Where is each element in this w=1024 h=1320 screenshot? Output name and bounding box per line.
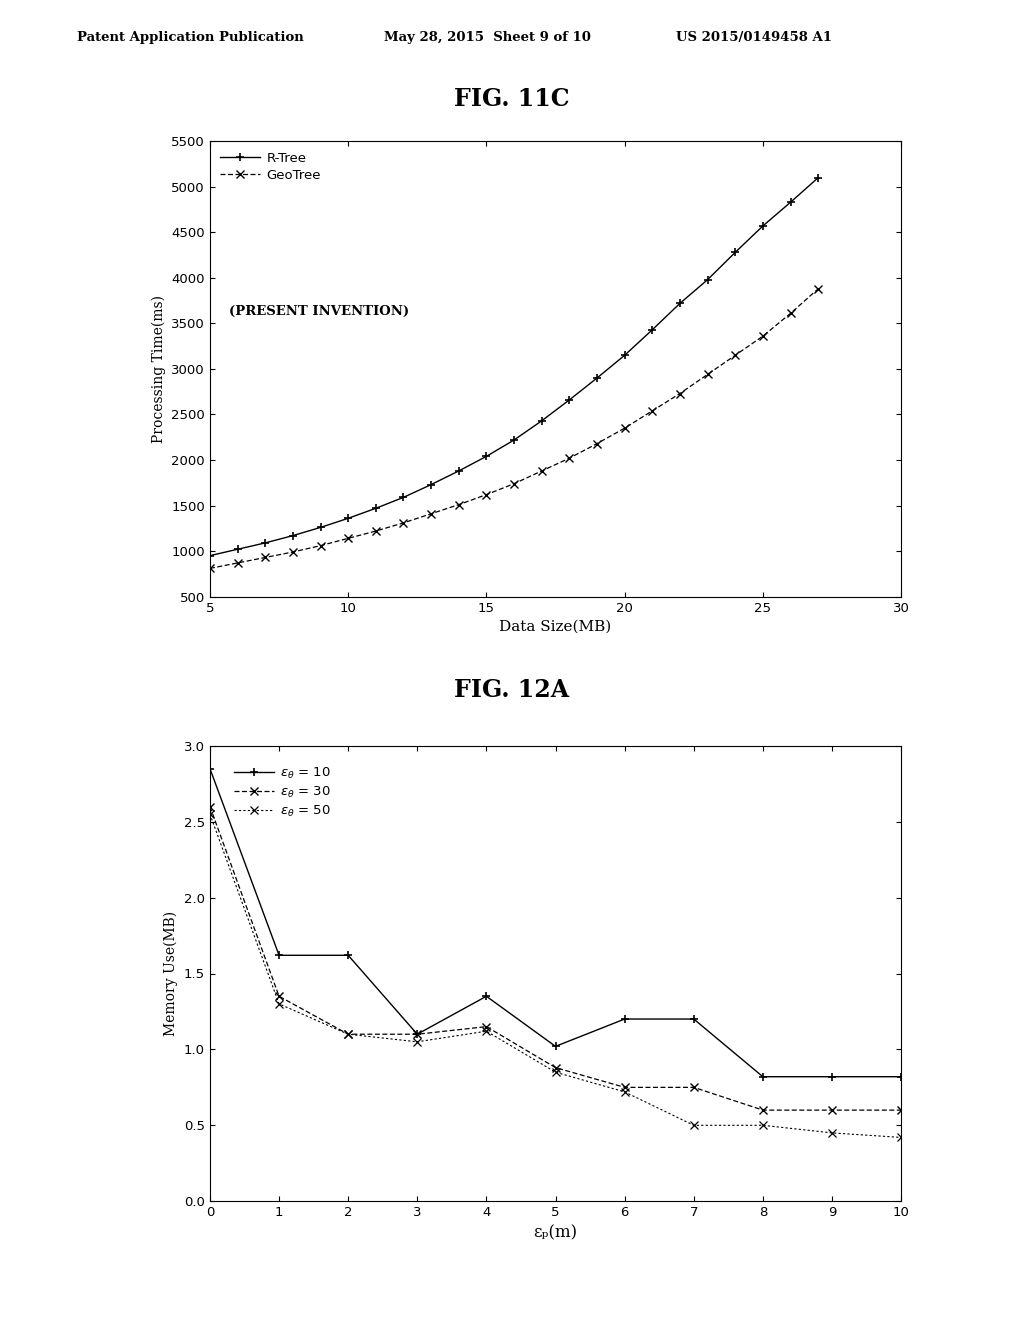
$\varepsilon_\theta$ = 30: [895, 1102, 907, 1118]
R-Tree: [701, 272, 714, 288]
$\varepsilon_\theta$ = 30: [825, 1102, 838, 1118]
GeoTree: [674, 385, 686, 401]
GeoTree: [314, 537, 327, 553]
$\varepsilon_\theta$ = 10: [411, 1027, 424, 1043]
R-Tree: [480, 449, 493, 465]
$\varepsilon_\theta$ = 50: [204, 807, 216, 822]
GeoTree: [508, 475, 520, 491]
$\varepsilon_\theta$ = 10: [895, 1069, 907, 1085]
Line: $\varepsilon_\theta$ = 10: $\varepsilon_\theta$ = 10: [206, 764, 905, 1081]
$\varepsilon_\theta$ = 10: [618, 1011, 631, 1027]
$\varepsilon_\theta$ = 50: [549, 1064, 561, 1080]
$\varepsilon_\theta$ = 30: [272, 989, 285, 1005]
$\varepsilon_\theta$ = 30: [618, 1080, 631, 1096]
GeoTree: [757, 329, 769, 345]
Y-axis label: Memory Use(MB): Memory Use(MB): [164, 911, 178, 1036]
GeoTree: [536, 463, 548, 479]
$\varepsilon_\theta$ = 10: [549, 1039, 561, 1055]
GeoTree: [812, 281, 824, 297]
Legend: $\varepsilon_\theta$ = 10, $\varepsilon_\theta$ = 30, $\varepsilon_\theta$ = 50: $\varepsilon_\theta$ = 10, $\varepsilon_…: [230, 762, 335, 822]
$\varepsilon_\theta$ = 50: [757, 1117, 769, 1133]
$\varepsilon_\theta$ = 10: [204, 760, 216, 776]
$\varepsilon_\theta$ = 50: [825, 1125, 838, 1140]
$\varepsilon_\theta$ = 50: [688, 1117, 700, 1133]
GeoTree: [259, 549, 271, 565]
R-Tree: [342, 511, 354, 527]
R-Tree: [314, 520, 327, 536]
R-Tree: [729, 244, 741, 260]
Y-axis label: Processing Time(ms): Processing Time(ms): [152, 294, 166, 444]
R-Tree: [370, 500, 382, 516]
R-Tree: [397, 490, 410, 506]
GeoTree: [701, 367, 714, 383]
Line: GeoTree: GeoTree: [206, 285, 822, 573]
$\varepsilon_\theta$ = 30: [688, 1080, 700, 1096]
$\varepsilon_\theta$ = 50: [342, 1027, 354, 1043]
Text: Patent Application Publication: Patent Application Publication: [77, 30, 303, 44]
GeoTree: [425, 506, 437, 521]
Line: $\varepsilon_\theta$ = 30: $\varepsilon_\theta$ = 30: [206, 803, 905, 1114]
GeoTree: [370, 523, 382, 539]
R-Tree: [204, 548, 216, 564]
Line: R-Tree: R-Tree: [206, 173, 822, 560]
Text: FIG. 11C: FIG. 11C: [455, 87, 569, 111]
R-Tree: [453, 463, 465, 479]
GeoTree: [784, 305, 797, 321]
Text: May 28, 2015  Sheet 9 of 10: May 28, 2015 Sheet 9 of 10: [384, 30, 591, 44]
GeoTree: [646, 403, 658, 418]
$\varepsilon_\theta$ = 10: [688, 1011, 700, 1027]
$\varepsilon_\theta$ = 50: [895, 1130, 907, 1146]
$\varepsilon_\theta$ = 10: [480, 989, 493, 1005]
Legend: R-Tree, GeoTree: R-Tree, GeoTree: [216, 148, 325, 186]
GeoTree: [618, 420, 631, 436]
R-Tree: [646, 322, 658, 338]
$\varepsilon_\theta$ = 50: [618, 1084, 631, 1100]
GeoTree: [729, 347, 741, 363]
$\varepsilon_\theta$ = 50: [411, 1034, 424, 1049]
$\varepsilon_\theta$ = 30: [411, 1027, 424, 1043]
$\varepsilon_\theta$ = 10: [825, 1069, 838, 1085]
R-Tree: [287, 528, 299, 544]
GeoTree: [342, 531, 354, 546]
R-Tree: [563, 392, 575, 408]
GeoTree: [453, 496, 465, 512]
$\varepsilon_\theta$ = 50: [272, 997, 285, 1012]
GeoTree: [563, 450, 575, 466]
GeoTree: [480, 487, 493, 503]
R-Tree: [536, 413, 548, 429]
R-Tree: [425, 477, 437, 492]
$\varepsilon_\theta$ = 10: [272, 948, 285, 964]
$\varepsilon_\theta$ = 30: [480, 1019, 493, 1035]
R-Tree: [591, 370, 603, 385]
X-axis label: Data Size(MB): Data Size(MB): [500, 620, 611, 634]
X-axis label: εₚ(m): εₚ(m): [534, 1225, 578, 1242]
R-Tree: [812, 170, 824, 186]
R-Tree: [618, 347, 631, 363]
Text: (PRESENT INVENTION): (PRESENT INVENTION): [228, 305, 409, 318]
R-Tree: [231, 541, 244, 557]
$\varepsilon_\theta$ = 30: [342, 1027, 354, 1043]
R-Tree: [508, 432, 520, 447]
R-Tree: [757, 218, 769, 234]
GeoTree: [231, 554, 244, 570]
$\varepsilon_\theta$ = 10: [757, 1069, 769, 1085]
$\varepsilon_\theta$ = 30: [549, 1060, 561, 1076]
R-Tree: [674, 296, 686, 312]
$\varepsilon_\theta$ = 10: [342, 948, 354, 964]
$\varepsilon_\theta$ = 50: [480, 1023, 493, 1039]
R-Tree: [259, 535, 271, 550]
GeoTree: [397, 515, 410, 531]
GeoTree: [204, 561, 216, 577]
Text: FIG. 12A: FIG. 12A: [455, 678, 569, 702]
Line: $\varepsilon_\theta$ = 50: $\varepsilon_\theta$ = 50: [206, 810, 905, 1142]
Text: US 2015/0149458 A1: US 2015/0149458 A1: [676, 30, 831, 44]
R-Tree: [784, 194, 797, 210]
GeoTree: [287, 544, 299, 560]
$\varepsilon_\theta$ = 30: [204, 799, 216, 814]
$\varepsilon_\theta$ = 30: [757, 1102, 769, 1118]
GeoTree: [591, 436, 603, 451]
